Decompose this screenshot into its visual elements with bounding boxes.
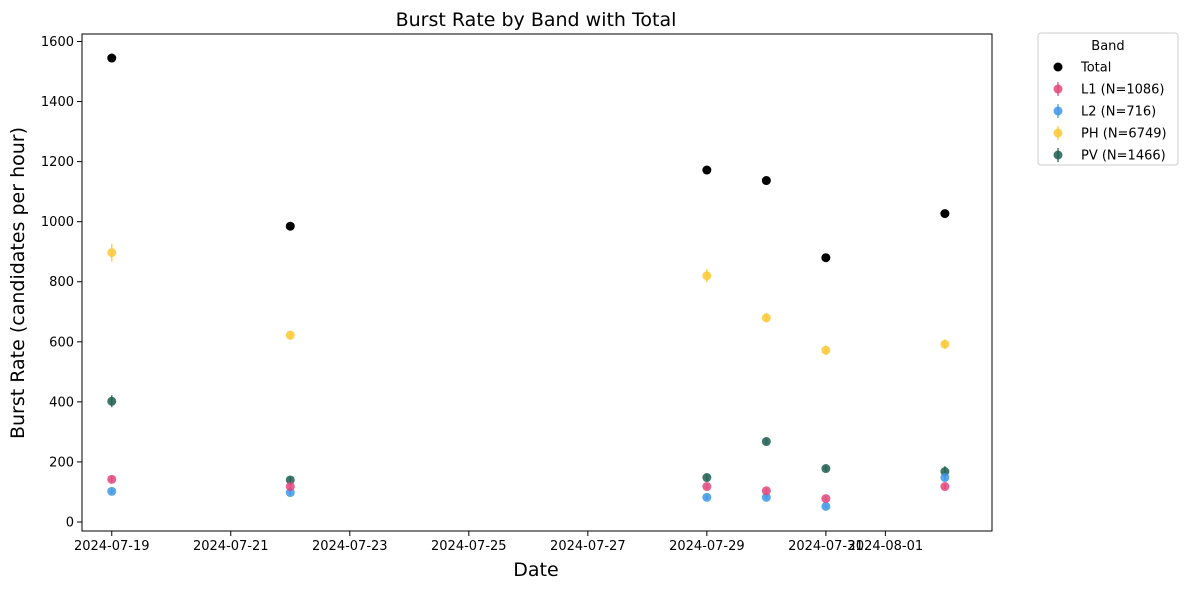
data-point — [107, 53, 117, 63]
data-point — [285, 221, 295, 231]
data-point — [761, 176, 771, 186]
data-point — [702, 492, 712, 502]
data-point — [940, 209, 950, 219]
y-tick-label: 1200 — [41, 155, 74, 170]
y-axis: 0 200 400 600 800 1000 1200 1400 1600 — [41, 35, 82, 530]
x-axis: 2024-07-19 2024-07-21 2024-07-23 2024-07-25… — [74, 531, 923, 554]
legend-marker — [1053, 106, 1063, 116]
x-tick-label: 2024-07-21 — [193, 539, 269, 554]
legend-label: L2 (N=716) — [1081, 105, 1156, 120]
series-4 — [107, 395, 950, 485]
series-1 — [107, 474, 950, 504]
y-tick-label: 1000 — [41, 215, 74, 230]
data-point — [107, 396, 117, 406]
legend-marker — [1053, 84, 1063, 94]
data-point — [821, 501, 831, 511]
legend: Band Total L1 (N=1086) L2 (N=716) PH (N=674… — [1037, 32, 1179, 166]
x-tick-label: 2024-07-19 — [74, 539, 150, 554]
y-tick-label: 200 — [49, 455, 74, 470]
data-point — [702, 482, 712, 492]
data-point — [285, 330, 295, 340]
data-point — [702, 271, 712, 281]
y-tick-label: 0 — [66, 515, 74, 530]
data-marks — [107, 53, 950, 511]
legend-label: PH (N=6749) — [1081, 127, 1167, 142]
x-tick-label: 2024-08-01 — [848, 539, 924, 554]
data-point — [821, 253, 831, 263]
y-tick-label: 400 — [49, 395, 74, 410]
legend-marker — [1053, 62, 1063, 72]
data-point — [761, 313, 771, 323]
y-tick-label: 1400 — [41, 95, 74, 110]
x-tick-label: 2024-07-25 — [431, 539, 507, 554]
data-point — [285, 475, 295, 485]
x-tick-label: 2024-07-23 — [312, 539, 388, 554]
data-point — [702, 165, 712, 175]
data-point — [821, 464, 831, 474]
y-axis-title: Burst Rate (candidates per hour) — [7, 127, 29, 439]
y-tick-label: 1600 — [41, 35, 74, 50]
data-point — [107, 248, 117, 258]
legend-marker — [1053, 128, 1063, 138]
legend-label: PV (N=1466) — [1081, 149, 1166, 164]
chart-title: Burst Rate by Band with Total — [396, 9, 677, 31]
y-tick-label: 800 — [49, 275, 74, 290]
data-point — [940, 339, 950, 349]
y-tick-label: 600 — [49, 335, 74, 350]
data-point — [107, 486, 117, 496]
series-2 — [107, 473, 950, 511]
data-point — [702, 473, 712, 483]
x-tick-label: 2024-07-27 — [550, 539, 626, 554]
series-3 — [107, 243, 950, 356]
data-point — [761, 492, 771, 502]
data-point — [940, 473, 950, 483]
legend-marker — [1053, 150, 1063, 160]
data-point — [107, 474, 117, 484]
series-0 — [107, 53, 950, 263]
legend-items: Total L1 (N=1086) L2 (N=716) PH (N=6749) PV … — [1053, 61, 1167, 164]
plot-area: 2024-07-19 2024-07-21 2024-07-23 2024-07-25… — [41, 33, 993, 554]
plot-frame — [81, 33, 993, 532]
data-point — [285, 482, 295, 492]
data-point — [821, 345, 831, 355]
x-tick-label: 2024-07-31 — [788, 539, 864, 554]
legend-label: Total — [1080, 61, 1111, 76]
legend-box — [1037, 32, 1179, 166]
x-axis-title: Date — [513, 559, 558, 581]
legend-label: L1 (N=1086) — [1081, 83, 1165, 98]
data-point — [761, 486, 771, 496]
data-point — [940, 482, 950, 492]
data-point — [821, 494, 831, 504]
legend-title: Band — [1091, 39, 1124, 54]
x-tick-label: 2024-07-29 — [669, 539, 745, 554]
data-point — [761, 437, 771, 447]
